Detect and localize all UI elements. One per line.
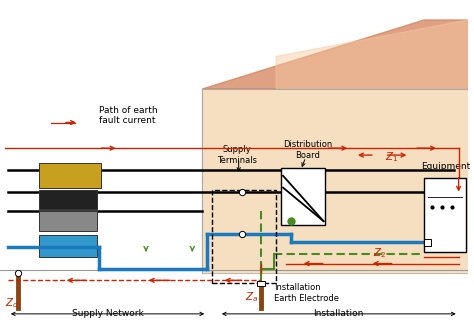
Text: $Z_d$: $Z_d$ <box>5 296 19 310</box>
Text: Path of earth
fault current: Path of earth fault current <box>99 106 157 125</box>
Polygon shape <box>276 20 467 89</box>
Polygon shape <box>202 89 467 273</box>
Polygon shape <box>202 20 467 89</box>
Text: $Z_2$: $Z_2$ <box>373 247 386 260</box>
Bar <box>39 190 97 209</box>
Bar <box>281 168 326 225</box>
Bar <box>424 178 465 252</box>
Text: Distribution
Board: Distribution Board <box>283 140 332 160</box>
Text: Equipment: Equipment <box>421 162 470 171</box>
Text: Installation
Earth Electrode: Installation Earth Electrode <box>274 283 339 303</box>
Text: $Z_1$: $Z_1$ <box>385 150 398 164</box>
Text: Supply Network: Supply Network <box>72 309 143 318</box>
Text: Supply
Terminals: Supply Terminals <box>217 145 257 165</box>
Bar <box>39 235 97 257</box>
Bar <box>257 281 265 286</box>
Bar <box>424 239 431 246</box>
Bar <box>212 190 276 283</box>
Text: Installation: Installation <box>313 309 364 318</box>
Bar <box>39 163 100 188</box>
Text: $Z_a$: $Z_a$ <box>245 290 258 304</box>
Bar <box>39 211 97 231</box>
